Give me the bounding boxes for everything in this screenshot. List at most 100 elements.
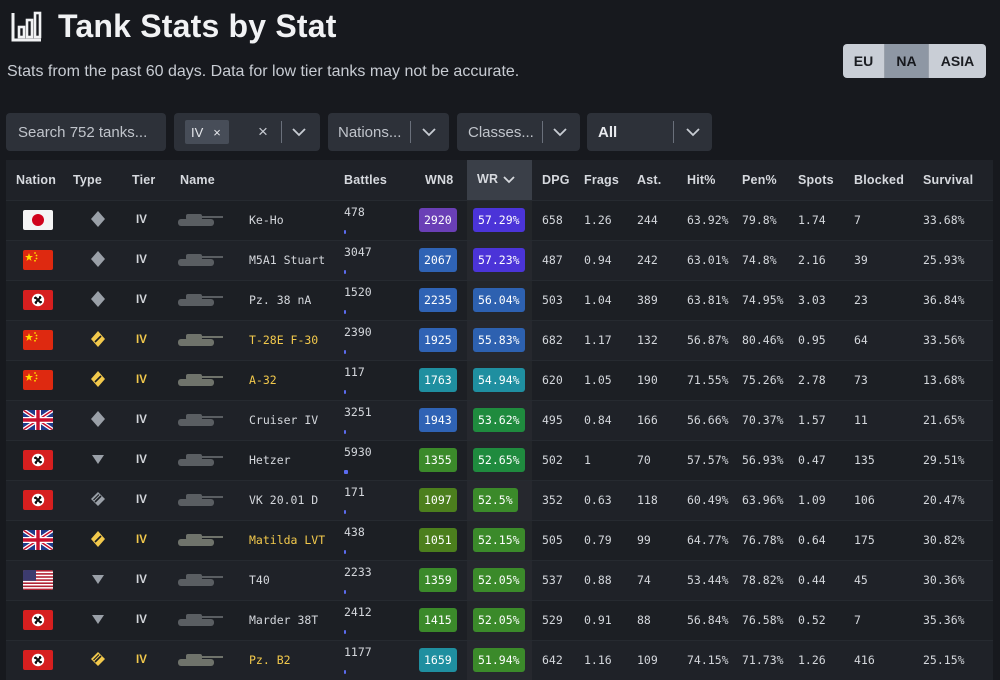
tank-name[interactable]: T40 [249, 573, 270, 587]
china-flag-icon [23, 370, 53, 390]
table-row[interactable]: IV VK 20.01 D 171 1097 52.5% 352 0.63 118 60.49%… [6, 480, 993, 520]
tank-name[interactable]: T-28E F-30 [249, 333, 319, 347]
table-row[interactable]: IV Marder 38T 2412 1415 52.05% 529 0.91 88 56.84… [6, 600, 993, 640]
tank-image [170, 600, 249, 640]
table-row[interactable]: IV T40 2233 1359 52.05% 537 0.88 74 53.44% 78.82%… [6, 560, 993, 600]
clear-icon[interactable]: × [258, 122, 268, 141]
tank-name[interactable]: Pz. 38 nA [249, 293, 312, 307]
nation-cell [6, 440, 73, 480]
nations-select[interactable]: Nations... [328, 113, 449, 151]
table-row[interactable]: IV Pz. 38 nA 1520 2235 56.04% 503 1.04 389 63.81… [6, 280, 993, 320]
pen-cell: 63.96% [742, 493, 784, 507]
wr-cell: 53.62% [467, 400, 532, 440]
wn8-cell: 2067 [415, 240, 467, 280]
battles-cell: 171 [344, 480, 415, 520]
spots-cell: 0.52 [798, 613, 826, 627]
battles-bar [344, 309, 346, 314]
wn8-badge: 1659 [419, 648, 457, 673]
col-nation[interactable]: Nation [16, 172, 57, 187]
frags-cell: 0.84 [584, 413, 612, 427]
region-eu-button[interactable]: EU [843, 44, 885, 78]
col-type[interactable]: Type [73, 172, 103, 187]
blocked-cell: 73 [854, 373, 868, 387]
table-row[interactable]: IV Hetzer 5930 1355 52.65% 502 1 70 57.57% 56.93%… [6, 440, 993, 480]
tank-name[interactable]: Ke-Ho [249, 213, 284, 227]
wr-badge: 52.05% [473, 608, 525, 632]
tank-image [170, 280, 249, 320]
tank-name[interactable]: VK 20.01 D [249, 493, 319, 507]
wn8-badge: 1097 [419, 488, 457, 512]
nation-cell [6, 600, 73, 640]
type-cell [73, 480, 122, 520]
chip-remove-icon[interactable]: × [213, 124, 221, 140]
region-asia-button[interactable]: ASIA [929, 44, 986, 78]
tank-name[interactable]: Matilda LVT [249, 533, 326, 547]
col-frags[interactable]: Frags [584, 172, 620, 187]
battles-bar [344, 349, 346, 354]
search-input[interactable]: Search 752 tanks... [6, 113, 166, 151]
tank-name[interactable]: Pz. B2 [249, 653, 291, 668]
col-wn8[interactable]: WN8 [425, 172, 454, 187]
chevron-down-icon[interactable] [685, 127, 701, 137]
ast-cell: 88 [637, 613, 651, 627]
survival-cell: 36.84% [923, 293, 965, 307]
survival-cell: 20.47% [923, 493, 965, 507]
classes-select[interactable]: Classes... [457, 113, 580, 151]
germany-flag-icon [23, 490, 53, 510]
frags-cell: 1 [584, 453, 591, 467]
col-spots[interactable]: Spots [798, 172, 834, 187]
blocked-cell: 7 [854, 613, 861, 627]
table-row[interactable]: IV Matilda LVT 438 1051 52.15% 505 0.79 99 64.77… [6, 520, 993, 560]
medium-tank-icon [90, 250, 106, 271]
chevron-down-icon[interactable] [552, 127, 568, 137]
spots-cell: 1.09 [798, 493, 826, 507]
frags-cell: 1.16 [584, 653, 612, 668]
col-battles[interactable]: Battles [344, 172, 388, 187]
wn8-badge: 1925 [419, 328, 457, 352]
col-dpg[interactable]: DPG [542, 172, 570, 187]
tank-name[interactable]: Cruiser IV [249, 413, 319, 427]
battles-bar [344, 229, 346, 234]
wr-badge: 56.04% [473, 288, 525, 312]
chevron-down-icon[interactable] [291, 127, 307, 137]
col-hit[interactable]: Hit% [687, 172, 716, 187]
wn8-cell: 1097 [415, 480, 467, 520]
battles-cell: 478 [344, 200, 415, 240]
tank-name[interactable]: A-32 [249, 373, 277, 387]
blocked-cell: 39 [854, 253, 868, 267]
type-cell [73, 320, 122, 360]
germany-flag-icon [23, 450, 53, 470]
tank-name[interactable]: Hetzer [249, 453, 291, 467]
tank-name[interactable]: M5A1 Stuart [249, 253, 326, 267]
table-row[interactable]: IV Pz. B2 1177 1659 51.94% 642 1.16 109 74.15% 71… [6, 640, 993, 680]
tank-name[interactable]: Marder 38T [249, 613, 319, 627]
type-cell [73, 400, 122, 440]
col-tier[interactable]: Tier [132, 172, 156, 187]
wn8-badge: 1943 [419, 408, 457, 432]
tier-select[interactable]: IV × × [174, 113, 320, 151]
table-row[interactable]: IV Ke-Ho 478 2920 57.29% 658 1.26 244 63.92% 79.8… [6, 200, 993, 240]
ast-cell: 242 [637, 253, 658, 267]
col-wr[interactable]: WR [467, 160, 532, 200]
medium-tank-icon [90, 370, 106, 391]
hit-cell: 56.84% [687, 613, 729, 627]
table-row[interactable]: IV Cruiser IV 3251 1943 53.62% 495 0.84 166 56.6… [6, 400, 993, 440]
region-na-button[interactable]: NA [885, 44, 929, 78]
chevron-down-icon[interactable] [421, 127, 437, 137]
wr-cell: 55.83% [467, 320, 532, 360]
table-row[interactable]: IV M5A1 Stuart 3047 2067 57.23% 487 0.94 242 63.… [6, 240, 993, 280]
pen-cell: 74.95% [742, 293, 784, 307]
type-cell [73, 360, 122, 400]
table-row[interactable]: IV T-28E F-30 2390 1925 55.83% 682 1.17 132 56.8… [6, 320, 993, 360]
dpg-cell: 505 [542, 533, 563, 547]
col-pen[interactable]: Pen% [742, 172, 777, 187]
tier-cell: IV [136, 614, 147, 626]
wn8-badge: 1415 [419, 608, 457, 632]
col-ast[interactable]: Ast. [637, 172, 662, 187]
table-row[interactable]: IV A-32 117 1763 54.94% 620 1.05 190 71.55% 75.26… [6, 360, 993, 400]
premium-select[interactable]: All [587, 113, 712, 151]
col-blocked[interactable]: Blocked [854, 172, 905, 187]
pen-cell: 70.37% [742, 413, 784, 427]
col-survival[interactable]: Survival [923, 172, 974, 187]
col-name[interactable]: Name [180, 172, 215, 187]
